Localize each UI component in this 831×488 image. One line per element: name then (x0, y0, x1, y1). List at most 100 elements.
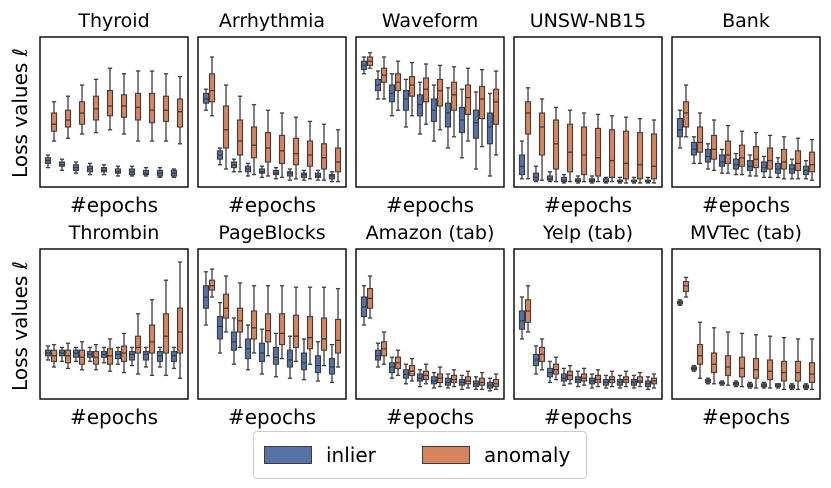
anomaly-epoch-9-box (794, 150, 802, 171)
anomaly-epoch-8-box (306, 140, 314, 167)
inlier-epoch-5-box (416, 373, 424, 382)
panel-title: PageBlocks (218, 222, 325, 244)
anomaly-epoch-9-box (794, 360, 802, 382)
anomaly-epoch-3-box (236, 119, 244, 156)
panel-title: Thrombin (68, 222, 160, 244)
anomaly-epoch-10-box (808, 151, 816, 173)
panel-title: Arrhythmia (219, 10, 325, 32)
anomaly-epoch-2-box (696, 344, 704, 365)
panel-title: Amazon (tab) (366, 222, 495, 244)
legend-swatch-inlier (264, 446, 312, 464)
x-axis-label: #epochs (544, 405, 632, 429)
anomaly-epoch-5-box (264, 132, 272, 163)
anomaly-epoch-10-box (492, 379, 500, 388)
panel-frame (355, 36, 505, 188)
y-axis-label-row-1: Loss values ℓ (8, 48, 32, 178)
anomaly-epoch-6-box (752, 146, 760, 169)
anomaly-epoch-4-box (724, 140, 732, 164)
anomaly-epoch-9-box (478, 377, 486, 386)
x-axis-label: #epochs (702, 405, 790, 429)
anomaly-epoch-10-box (808, 362, 816, 383)
inlier-epoch-6-box (114, 168, 122, 174)
panel-title: Yelp (tab) (542, 222, 633, 244)
inlier-epoch-1-box (518, 154, 526, 176)
x-axis-label: #epochs (70, 193, 158, 217)
inlier-epoch-2-box (690, 141, 698, 156)
anomaly-epoch-1-box (208, 73, 216, 103)
inlier-epoch-2-box (532, 172, 540, 181)
panel-frame (355, 248, 505, 400)
anomaly-epoch-7-box (134, 335, 142, 354)
anomaly-epoch-9-box (478, 85, 486, 120)
anomaly-epoch-6-box (752, 358, 760, 379)
anomaly-epoch-5-box (738, 144, 746, 167)
anomaly-epoch-10-box (176, 307, 184, 354)
inlier-epoch-10-box (486, 112, 494, 145)
inlier-epoch-7-box (286, 171, 294, 177)
anomaly-epoch-7-box (292, 314, 300, 348)
inlier-epoch-3-box (388, 362, 396, 374)
inlier-epoch-6-box (114, 351, 122, 360)
anomaly-epoch-10-box (492, 88, 500, 125)
anomaly-epoch-9-box (162, 313, 170, 354)
panel-frame (39, 248, 189, 400)
panel-frame (513, 248, 663, 400)
anomaly-epoch-1-box (682, 101, 690, 128)
inlier-epoch-6-box (272, 346, 280, 365)
inlier-epoch-6-box (272, 169, 280, 176)
panel-title: MVTec (tab) (690, 222, 802, 244)
anomaly-epoch-8-box (780, 360, 788, 382)
anomaly-epoch-6-box (120, 345, 128, 362)
panel-frame (39, 36, 189, 188)
anomaly-epoch-3-box (552, 119, 560, 170)
inlier-epoch-9-box (314, 172, 322, 178)
anomaly-epoch-3-box (710, 134, 718, 160)
anomaly-epoch-8-box (464, 376, 472, 385)
x-axis-label: #epochs (228, 405, 316, 429)
inlier-epoch-3-box (704, 148, 712, 163)
anomaly-epoch-7-box (608, 129, 616, 178)
anomaly-epoch-8-box (464, 84, 472, 115)
inlier-epoch-9-box (472, 109, 480, 139)
anomaly-epoch-10-box (334, 147, 342, 173)
panel-unsw-nb15: UNSW-NB15 #epochs (513, 10, 663, 217)
anomaly-epoch-6-box (278, 313, 286, 346)
anomaly-epoch-5-box (422, 77, 430, 103)
legend: inlier anomaly (253, 431, 587, 479)
panel-title: Waveform (382, 10, 478, 32)
anomaly-epoch-9-box (162, 95, 170, 122)
anomaly-epoch-5-box (580, 126, 588, 176)
anomaly-epoch-9-box (320, 317, 328, 351)
anomaly-epoch-7-box (450, 374, 458, 383)
anomaly-epoch-5-box (264, 313, 272, 343)
inlier-epoch-8-box (142, 351, 150, 361)
panel-arrhythmia: Arrhythmia #epochs (197, 10, 347, 217)
anomaly-epoch-6-box (594, 127, 602, 177)
inlier-epoch-5-box (732, 158, 740, 170)
anomaly-epoch-7-box (292, 137, 300, 166)
panel-thrombin: Thrombin #epochs (39, 222, 189, 429)
inlier-epoch-1-box (518, 310, 526, 330)
anomaly-epoch-5-box (106, 90, 114, 117)
anomaly-epoch-8-box (306, 316, 314, 350)
anomaly-epoch-4-box (92, 95, 100, 121)
x-axis-label: #epochs (70, 405, 158, 429)
legend-label-inlier: inlier (326, 443, 376, 467)
anomaly-epoch-10-box (176, 98, 184, 128)
legend-item-anomaly: anomaly (422, 442, 570, 468)
inlier-epoch-4-box (560, 373, 568, 382)
inlier-epoch-7-box (444, 377, 452, 386)
anomaly-epoch-7-box (134, 92, 142, 121)
anomaly-epoch-2-box (222, 293, 230, 319)
inlier-epoch-7-box (128, 351, 136, 361)
anomaly-epoch-9-box (320, 143, 328, 170)
panel-pageblocks: PageBlocks #epochs (197, 222, 347, 429)
inlier-epoch-8-box (300, 352, 308, 371)
inlier-epoch-1-box (676, 118, 684, 138)
anomaly-epoch-2-box (64, 109, 72, 128)
anomaly-epoch-4-box (724, 355, 732, 376)
anomaly-epoch-3-box (710, 352, 718, 374)
anomaly-epoch-8-box (622, 130, 630, 180)
panel-frame (671, 36, 821, 188)
